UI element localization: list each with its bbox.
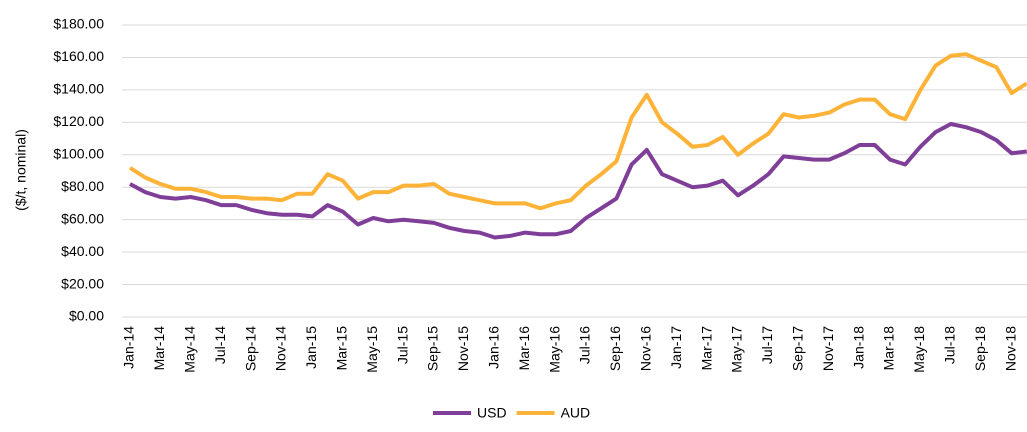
legend-label: AUD xyxy=(561,405,591,421)
x-tick-label: Sep-15 xyxy=(425,326,441,371)
y-tick-label: $100.00 xyxy=(53,145,104,161)
x-tick-label: Mar-16 xyxy=(516,326,532,371)
x-tick-label: Jul-17 xyxy=(759,326,775,364)
x-tick-label: Nov-18 xyxy=(1002,326,1018,371)
y-tick-label: $40.00 xyxy=(61,243,104,259)
x-tick-label: Jan-16 xyxy=(486,326,502,369)
x-tick-label: Sep-18 xyxy=(972,326,988,371)
x-tick-label: May-17 xyxy=(729,326,745,373)
x-tick-label: Jul-16 xyxy=(577,326,593,364)
y-tick-label: $20.00 xyxy=(61,275,104,291)
x-tick-label: Jul-14 xyxy=(212,326,228,364)
y-axis-label: ($/t, nominal) xyxy=(13,129,29,211)
x-tick-label: Jul-15 xyxy=(394,326,410,364)
x-tick-label: Jan-15 xyxy=(303,326,319,369)
x-tick-label: Sep-16 xyxy=(607,326,623,371)
x-tick-label: Nov-15 xyxy=(455,326,471,371)
x-tick-label: Jan-18 xyxy=(850,326,866,369)
y-tick-label: $60.00 xyxy=(61,210,104,226)
legend-label: USD xyxy=(477,405,507,421)
x-tick-label: May-16 xyxy=(546,326,562,373)
y-tick-label: $120.00 xyxy=(53,113,104,129)
y-tick-label: $180.00 xyxy=(53,16,104,32)
x-tick-label: Sep-14 xyxy=(242,326,258,371)
x-tick-label: Jul-18 xyxy=(942,326,958,364)
y-tick-label: $160.00 xyxy=(53,48,104,64)
x-tick-label: May-14 xyxy=(182,326,198,373)
x-tick-label: Mar-15 xyxy=(334,326,350,371)
y-tick-label: $80.00 xyxy=(61,178,104,194)
x-tick-label: Mar-17 xyxy=(698,326,714,371)
x-tick-label: Nov-17 xyxy=(820,326,836,371)
series-line xyxy=(129,122,1027,240)
x-tick-label: May-18 xyxy=(911,326,927,373)
x-tick-label: Nov-14 xyxy=(273,326,289,371)
x-tick-label: Jan-17 xyxy=(668,326,684,369)
x-tick-label: Sep-17 xyxy=(790,326,806,371)
x-tick-label: Mar-18 xyxy=(881,326,897,371)
y-tick-label: $140.00 xyxy=(53,81,104,97)
series-line xyxy=(128,52,1027,211)
x-tick-label: Jan-14 xyxy=(121,326,137,369)
x-tick-label: Mar-14 xyxy=(151,326,167,371)
x-tick-label: Nov-16 xyxy=(638,326,654,371)
y-tick-label: $0.00 xyxy=(69,308,104,324)
x-tick-label: May-15 xyxy=(364,326,380,373)
